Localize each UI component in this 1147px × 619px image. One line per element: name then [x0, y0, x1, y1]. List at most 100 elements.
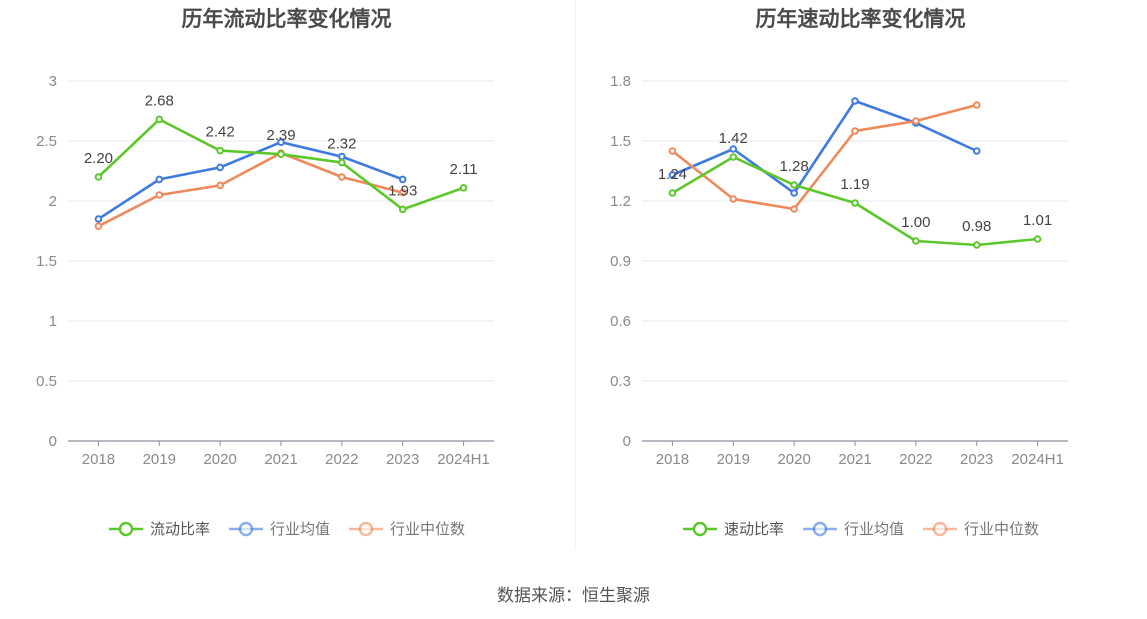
- current-ratio-chart: 0 0.5 1 1.5 2 2.5 3 2018 2019 2020 2021 2022 2023 202…: [36, 73, 494, 468]
- x-tick-label: 2019: [717, 451, 750, 468]
- x-tick-label: 2019: [143, 451, 176, 468]
- data-label: 1.24: [658, 166, 687, 183]
- legend-item[interactable]: 行业均值: [802, 518, 904, 539]
- x-tick-label: 2023: [960, 451, 993, 468]
- chart-title: 历年速动比率变化情况: [755, 7, 966, 31]
- x-tick-label: 2022: [899, 451, 932, 468]
- legend-label: 速动比率: [723, 520, 784, 538]
- data-point: [338, 158, 346, 167]
- data-label: 2.11: [450, 161, 478, 178]
- x-tick-label: 2020: [777, 451, 810, 468]
- y-tick-label: 0: [49, 433, 57, 450]
- data-point: [729, 145, 738, 153]
- y-tick-label: 1.8: [610, 73, 631, 90]
- quick-ratio-chart-panel: 历年速动比率变化情况 0 0.3 0.6 0.9 1.2 1.5 1.8 2018 2019 20…: [574, 0, 1147, 560]
- x-tick-label: 2023: [386, 451, 419, 468]
- data-label: 2.32: [327, 136, 356, 153]
- data-source-note: 数据来源：恒生聚源: [497, 586, 650, 606]
- data-point: [338, 173, 346, 181]
- data-label: 2.39: [266, 127, 295, 144]
- quick-ratio-chart: 0 0.3 0.6 0.9 1.2 1.5 1.8 2018 2019 2020 2021 2022 2…: [610, 73, 1068, 468]
- y-tick-label: 1: [49, 313, 57, 330]
- x-tick-label: 2018: [82, 451, 115, 468]
- panel-divider: [575, 0, 576, 550]
- y-tick-label: 2: [49, 193, 57, 210]
- data-point: [668, 189, 677, 197]
- data-label: 1.00: [901, 214, 930, 231]
- x-tick-label: 2021: [264, 451, 297, 468]
- data-point: [790, 205, 798, 213]
- chart-legend: 速动比率 行业均值 行业中位数: [574, 518, 1147, 539]
- data-point: [277, 138, 285, 146]
- legend-item[interactable]: 流动比率: [108, 518, 210, 539]
- legend-item[interactable]: 行业均值: [228, 518, 330, 539]
- data-label: 2.42: [206, 124, 235, 141]
- series-line: [97, 140, 404, 221]
- data-label: 0.98: [962, 218, 991, 235]
- y-tick-label: 1.5: [36, 253, 57, 270]
- x-tick-label: 2021: [838, 451, 871, 468]
- legend-swatch-icon: [802, 521, 837, 536]
- data-label: 2.68: [145, 92, 174, 109]
- y-tick-label: 0.6: [610, 313, 631, 330]
- data-point: [277, 150, 285, 158]
- legend-swatch-icon: [228, 521, 263, 536]
- legend-swatch-icon: [349, 521, 383, 536]
- data-point: [729, 195, 738, 203]
- data-point: [729, 153, 738, 161]
- data-label: 1.01: [1023, 212, 1052, 229]
- data-point: [851, 199, 859, 207]
- legend-item[interactable]: 速动比率: [682, 518, 784, 539]
- data-label: 1.42: [719, 130, 748, 147]
- data-point: [912, 117, 920, 125]
- data-label: 1.19: [840, 176, 869, 193]
- legend-label: 行业中位数: [390, 520, 466, 538]
- legend-label: 行业中位数: [964, 520, 1040, 538]
- data-point: [972, 101, 981, 109]
- legend-item[interactable]: 行业中位数: [922, 518, 1039, 539]
- data-label: 1.93: [388, 182, 417, 199]
- legend-label: 行业均值: [269, 520, 330, 538]
- data-point: [216, 146, 224, 155]
- legend-item[interactable]: 行业中位数: [348, 518, 465, 539]
- data-point: [398, 188, 407, 197]
- data-point: [972, 147, 981, 155]
- data-point: [155, 175, 164, 184]
- data-point: [94, 173, 103, 181]
- y-tick-label: 0.5: [36, 373, 57, 390]
- data-label: 2.20: [84, 150, 113, 167]
- x-tick-label: 2024H1: [437, 451, 490, 468]
- data-point: [216, 181, 224, 190]
- chart-legend: 流动比率 行业均值 行业中位数: [0, 518, 573, 539]
- y-tick-label: 0.3: [610, 373, 631, 390]
- data-label: 1.28: [780, 158, 809, 175]
- data-point: [668, 147, 677, 155]
- series-line: [97, 151, 404, 228]
- y-tick-label: 3: [49, 73, 57, 90]
- legend-swatch-icon: [682, 521, 717, 536]
- data-point: [851, 97, 859, 105]
- x-tick-label: 2020: [203, 451, 236, 468]
- chart-title: 历年流动比率变化情况: [181, 7, 392, 31]
- current-ratio-chart-panel: 历年流动比率变化情况 0 0.5 1 1.5 2 2.5 3 2018 2019 2020 2021…: [0, 0, 573, 560]
- series-line: [671, 99, 978, 195]
- data-point: [94, 215, 103, 223]
- data-point: [216, 163, 224, 172]
- data-point: [912, 237, 920, 245]
- legend-label: 行业均值: [843, 520, 904, 538]
- legend-label: 流动比率: [149, 520, 210, 538]
- data-point: [851, 127, 859, 135]
- x-tick-label: 2022: [325, 451, 358, 468]
- data-point: [459, 184, 468, 192]
- y-tick-label: 1.2: [610, 193, 631, 210]
- series-line: [671, 103, 978, 211]
- data-point: [1033, 235, 1042, 243]
- data-point: [790, 189, 798, 197]
- legend-swatch-icon: [108, 521, 143, 536]
- y-tick-label: 1.5: [610, 133, 631, 150]
- x-tick-label: 2024H1: [1011, 451, 1064, 468]
- data-point: [398, 205, 407, 214]
- data-point: [155, 191, 164, 199]
- y-tick-label: 0.9: [610, 253, 631, 270]
- data-point: [668, 171, 677, 179]
